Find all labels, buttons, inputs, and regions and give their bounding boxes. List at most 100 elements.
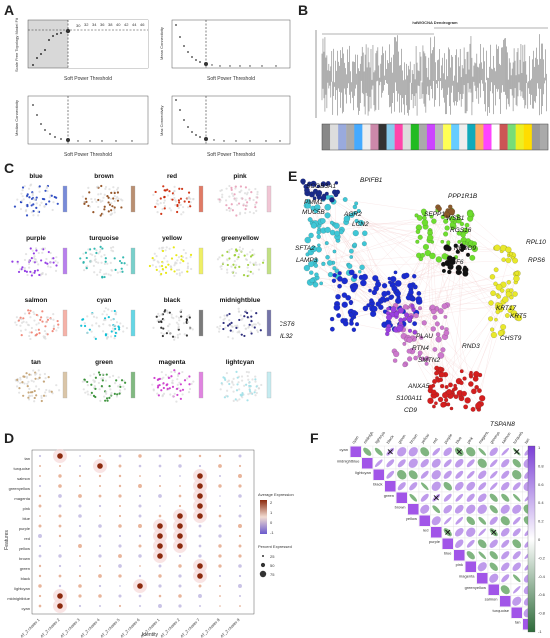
gene-label: RTN4: [412, 345, 429, 352]
panel-c-umap-grid: blue brown red pink purple turquoise yellow gre…: [11, 173, 272, 403]
dot: [138, 524, 142, 528]
umap-title: turquoise: [89, 235, 119, 242]
dot: [118, 594, 122, 598]
corr-cell: [512, 459, 521, 468]
panel-label-c: C: [4, 160, 15, 176]
dot: [218, 524, 222, 528]
gene-label: TSPAN8: [490, 421, 515, 428]
dot: [118, 514, 122, 518]
gene-label: NEDD9: [454, 245, 476, 252]
corr-cell: [386, 470, 395, 479]
dot: [219, 595, 221, 597]
dot: [98, 504, 102, 508]
dot: [157, 543, 163, 549]
module-color-block: [507, 124, 516, 150]
corr-cell: [500, 585, 510, 595]
dot: [138, 534, 142, 538]
dot: [179, 485, 181, 487]
dot: [158, 604, 162, 608]
umap-cyan: cyan: [80, 297, 136, 340]
feature-label: magenta: [14, 496, 30, 501]
corr-cell: [397, 447, 407, 457]
corr-row-label: pink: [456, 562, 463, 567]
corr-cell: [478, 447, 487, 456]
dot: [79, 485, 81, 487]
dot: [197, 503, 203, 509]
dot: [178, 594, 182, 598]
dot: [198, 594, 202, 598]
dot: [139, 475, 141, 477]
corr-cell: [454, 447, 464, 457]
dot: [238, 564, 242, 568]
dot: [58, 584, 62, 588]
panel-d-dotplot: Features Identity Average Expression Per…: [4, 449, 294, 638]
umap-title: magenta: [159, 359, 186, 366]
corr-cell: [477, 539, 487, 549]
corr-tick: 0.8: [538, 463, 544, 468]
corr-cell: [512, 574, 521, 583]
pct-tick: 75: [270, 572, 275, 577]
dot: [38, 544, 42, 548]
module-color-block: [467, 124, 476, 150]
dot: [178, 494, 182, 498]
umap-green: green: [81, 359, 136, 402]
dot: [38, 574, 42, 578]
dot: [177, 543, 183, 549]
dot: [118, 484, 122, 488]
corr-cell: [489, 562, 498, 571]
dot: [118, 544, 122, 548]
dot: [178, 554, 182, 558]
umap-brown: brown: [81, 173, 136, 217]
panel-label-a: A: [4, 2, 15, 18]
corr-cell: [432, 493, 441, 502]
dot: [58, 504, 62, 508]
corr-cell: [477, 562, 487, 572]
umap-midnightblue: midnightblue: [216, 297, 272, 340]
corr-col-label: salmon: [500, 432, 511, 445]
corr-cell: [431, 481, 441, 491]
mean-connectivity-plot: Mean Connectivity Soft Power Threshold: [159, 19, 291, 82]
dot: [177, 523, 183, 529]
corr-cell: [500, 504, 510, 514]
dot: [58, 474, 62, 478]
dot: [38, 534, 42, 538]
dot: [197, 473, 203, 479]
corr-cell: [397, 470, 407, 480]
median-connectivity-plot: Median Connectivity Soft Power Threshold: [14, 95, 149, 158]
corr-cell: [489, 470, 498, 479]
dot: [98, 574, 102, 578]
corr-cell: [489, 573, 499, 583]
dendrogram-title: hdWGCNA Dendrogram: [412, 20, 458, 25]
svg-text:✕: ✕: [432, 493, 440, 503]
dot: [79, 465, 81, 467]
dot: [99, 515, 101, 517]
corr-col-label: cyan: [351, 435, 360, 445]
dot: [38, 604, 42, 608]
identity-label: AT_2 cluster 9: [219, 617, 241, 638]
corr-cell: [489, 505, 498, 514]
corr-col-label: lightcyan: [374, 432, 387, 445]
dot: [218, 554, 222, 558]
dot: [58, 514, 62, 518]
corr-cell: [512, 539, 522, 549]
module-color-block: [378, 124, 387, 150]
corr-cell: [512, 470, 522, 480]
corr-cell: [466, 504, 476, 514]
dot: [98, 554, 102, 558]
feature-label: purple: [19, 526, 31, 531]
corr-cell: [443, 504, 453, 514]
corr-cell: [443, 470, 452, 479]
dot: [38, 564, 42, 568]
gene-label: RGS16: [450, 227, 472, 234]
corr-cell: [455, 539, 464, 548]
corr-cell: [420, 447, 430, 457]
dot: [138, 594, 142, 598]
corr-row-label: brown: [395, 505, 406, 510]
module-color-block: [491, 124, 500, 150]
module-color-block: [418, 124, 428, 150]
svg-text:✕: ✕: [490, 527, 498, 537]
dot: [178, 564, 182, 568]
corr-cell: [408, 447, 418, 457]
identity-label: AT_2 cluster 5: [99, 617, 121, 638]
corr-row-label: purple: [429, 539, 441, 544]
